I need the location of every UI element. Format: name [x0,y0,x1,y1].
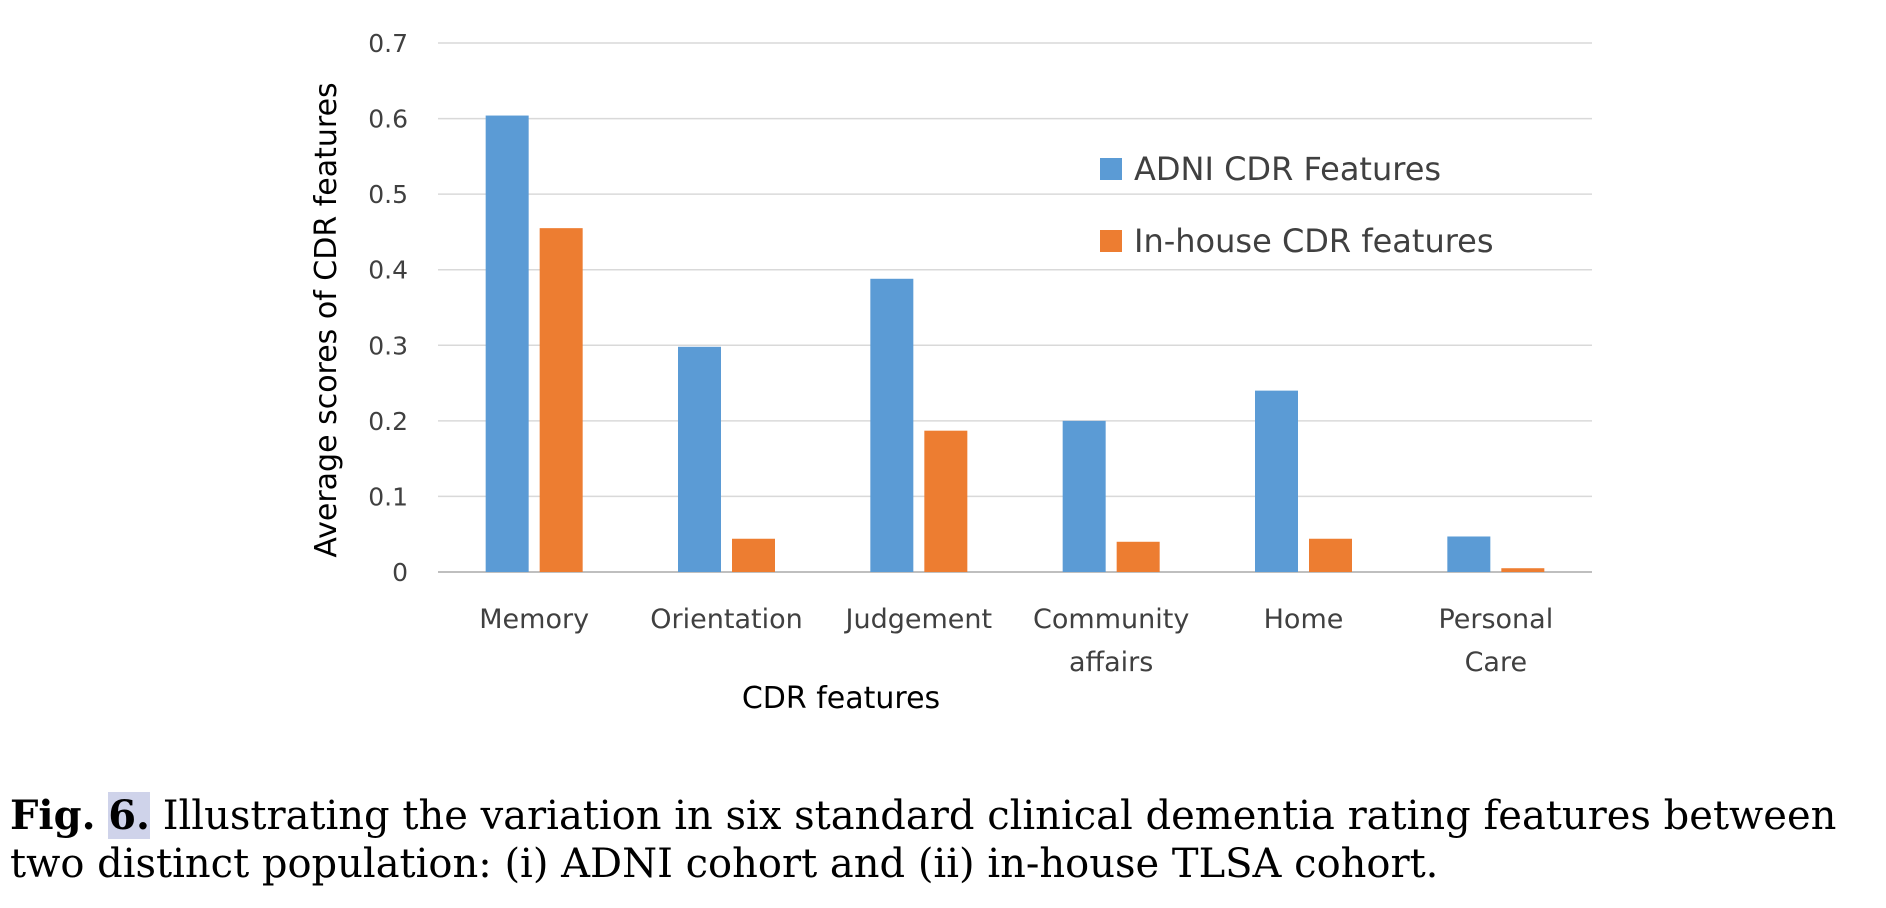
x-category-label: Orientation [650,604,802,635]
bar-in-house [1309,538,1352,572]
bar-adni [870,278,914,572]
gridlines [438,42,1592,573]
y-tick-label: 0.3 [368,331,408,360]
y-tick-label: 0.1 [368,482,408,511]
x-axis-categories: Memory Orientation Judgement Community affai… [479,604,1553,678]
caption-number: 6. [108,792,150,839]
bar-adni [1447,536,1491,572]
x-axis-title: CDR features [742,681,940,716]
bar-in-house [1116,541,1160,572]
y-axis-title: Average scores of CDR features [309,82,344,557]
legend-swatch [1100,230,1122,252]
figure-caption: Fig. 6. Illustrating the variation in si… [10,792,1880,888]
y-tick-label: 0 [392,558,408,587]
x-category-label: Community [1033,604,1189,635]
bar-adni [1255,390,1298,572]
x-category-label: affairs [1069,647,1153,678]
x-category-label: Memory [479,604,589,635]
legend-swatch [1100,158,1122,180]
x-category-label: Personal [1438,604,1553,635]
caption-text: Illustrating the variation in six standa… [10,793,1837,887]
bar-chart: 0 0.1 0.2 0.3 0.4 0.5 0.6 0.7 Memory Orientation… [309,29,1592,716]
bar-in-house [539,228,583,572]
x-category-label: Judgement [844,604,993,635]
y-tick-label: 0.4 [368,256,408,285]
y-axis-ticks: 0 0.1 0.2 0.3 0.4 0.5 0.6 0.7 [368,29,408,587]
caption-label: Fig. [10,792,96,839]
x-category-label: Home [1264,604,1344,635]
x-category-label: Care [1465,647,1528,678]
bar-in-house [924,430,968,572]
y-tick-label: 0.2 [368,407,408,436]
bar-adni [678,346,721,572]
bar-adni [485,115,529,572]
chart: 0 0.1 0.2 0.3 0.4 0.5 0.6 0.7 Memory Orientation… [309,29,1592,716]
bar-adni [1062,420,1106,572]
legend: ADNI CDR Features In-house CDR features [1100,150,1494,260]
y-tick-label: 0.6 [368,105,408,134]
y-tick-label: 0.7 [368,29,408,58]
legend-label: ADNI CDR Features [1134,150,1441,188]
bar-in-house [1501,568,1545,572]
y-tick-label: 0.5 [368,180,408,209]
bar-in-house [732,538,775,572]
legend-label: In-house CDR features [1134,222,1494,260]
bars [485,115,1545,572]
